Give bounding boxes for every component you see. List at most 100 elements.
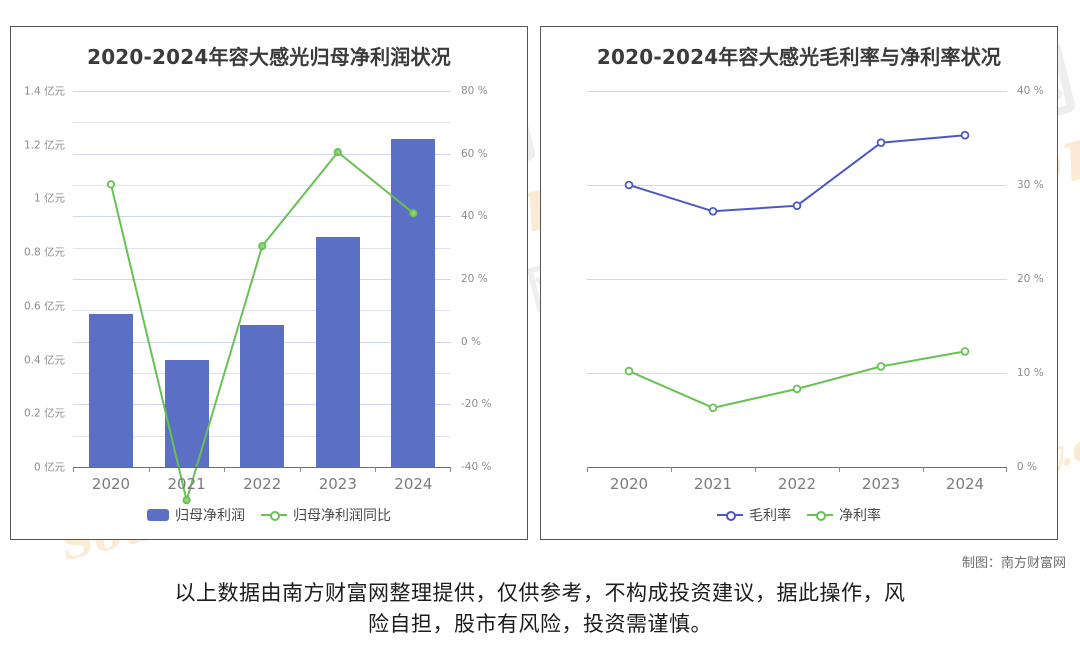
gridline [73,185,451,186]
credit-label: 制图：南方财富网 [961,556,1066,571]
legend-item-profit[interactable]: 归母净利润 [147,505,245,525]
ylabel-left-04: 0.4 亿元 [23,354,65,367]
legend-label-gross-margin: 毛利率 [749,508,791,524]
x-axis-margins [587,467,1007,468]
ylabel-right-m20: -20 % [461,398,492,411]
ylabel-margin-0: 0 % [1017,461,1037,473]
ylabel-right-0: 0 % [461,335,481,348]
gridline [73,216,451,218]
gridline [587,373,1007,374]
gross-point-2021 [708,207,718,216]
ylabel-margin-10: 10 % [1017,367,1044,379]
yoy-point-2021 [182,496,191,505]
x-tick [299,467,301,472]
gridline [73,122,451,124]
xlabel-2021: 2021 [693,475,733,493]
bar-2023 [315,237,360,467]
legend-swatch-line-icon [261,509,287,521]
x-tick [923,467,924,472]
legend-swatch-bar-icon [147,509,169,521]
gridline [587,91,1007,92]
legend-item-net-margin[interactable]: 净利率 [807,505,881,525]
charts-container: 2020-2024年容大感光归母净利润状况 [10,26,1070,540]
plot-area-profit: 2020 2021 2022 2023 2024 0 亿元 0.2 亿元 0.4… [24,85,491,505]
chart-title-profit: 2020-2024年容大感光归母净利润状况 [87,45,451,69]
xlabel-2021: 2021 [167,475,206,493]
legend-swatch-line-icon [717,509,743,521]
ylabel-right-80: 80 % [461,85,488,97]
gross-point-2022 [792,201,802,210]
x-tick [839,467,840,472]
bar-2022 [240,324,285,467]
gross-point-2020 [624,180,634,190]
gross-point-2024 [960,130,970,140]
legend-margins: 毛利率 净利率 [541,505,1057,525]
gridline [587,185,1007,186]
chart-title-margins: 2020-2024年容大感光毛利率与净利率状况 [596,45,1002,69]
gross-point-2023 [876,138,886,147]
gridline [587,279,1007,280]
ylabel-left-1: 1 亿元 [33,192,65,205]
x-tick [671,467,672,472]
legend-label-profit: 归母净利润 [175,508,245,524]
plot-area-margins: 2020 2021 2022 2023 2024 0 % 10 % 20 % 3… [587,85,1044,493]
disclaimer-line-1: 以上数据由南方财富网整理提供，仅供参考，不构成投资建议，据此操作，风 [174,581,906,605]
bar-2024 [391,139,436,467]
disclaimer-line-2: 险自担，股市有风险，投资需谨慎。 [368,612,712,636]
xlabel-2022: 2022 [777,475,817,493]
chart-panel-profit: 2020-2024年容大感光归母净利润状况 [10,26,528,540]
gridline [73,91,451,92]
ylabel-margin-30: 30 % [1017,179,1044,191]
xlabel-2022: 2022 [243,475,282,493]
legend-item-profit-yoy[interactable]: 归母净利润同比 [261,505,391,525]
gross-margin-polyline [628,134,966,213]
ylabel-left-0: 0 亿元 [33,461,65,474]
yoy-line-series [106,147,418,505]
ylabel-left-08: 0.8 亿元 [23,246,65,259]
ylabel-right-m40: -40 % [461,461,492,473]
xlabel-2020: 2020 [91,475,131,493]
yoy-polyline [110,150,415,505]
net-margin-polyline [628,350,966,409]
ylabel-right-60: 60 % [461,147,488,160]
ylabel-right-20: 20 % [461,273,488,285]
x-tick [1006,467,1007,472]
ylabel-left-06: 0.6 亿元 [23,300,65,313]
xlabel-2020: 2020 [609,475,649,493]
net-point-2021 [708,403,718,413]
ylabel-right-40: 40 % [461,210,488,223]
yoy-point-2022 [258,242,267,251]
net-point-2024 [960,347,970,356]
bar-2020 [89,313,133,467]
x-axis-profit [73,467,451,468]
legend-item-gross-margin[interactable]: 毛利率 [717,505,791,525]
ylabel-left-12: 1.2 亿元 [23,139,65,152]
yoy-point-2023 [333,147,342,157]
gridline [73,153,451,155]
legend-swatch-line-icon [807,509,833,521]
legend-label-net-margin: 净利率 [839,508,881,524]
xlabel-2023: 2023 [861,475,901,493]
net-point-2022 [792,384,802,394]
x-tick [755,467,756,472]
x-tick [450,467,451,472]
legend-profit: 归母净利润 归母净利润同比 [11,505,527,525]
x-tick [148,467,150,472]
x-tick [587,467,588,472]
chart-panel-margins: 2020-2024年容大感光毛利率与净利率状况 [540,26,1058,540]
ylabel-left-14: 1.4 亿元 [23,85,65,98]
net-point-2023 [876,362,886,371]
margin-line-series [624,130,970,413]
x-tick [375,467,377,472]
gridline [73,310,451,312]
xlabel-2024: 2024 [945,475,985,493]
gridline [73,279,451,280]
net-point-2020 [624,366,634,376]
legend-label-profit-yoy: 归母净利润同比 [293,508,391,524]
x-tick [224,467,226,472]
yoy-point-2020 [106,180,116,189]
disclaimer-text: 以上数据由南方财富网整理提供，仅供参考，不构成投资建议，据此操作，风 险自担，股… [0,578,1080,640]
ylabel-margin-40: 40 % [1017,85,1044,97]
xlabel-2024: 2024 [394,475,433,493]
